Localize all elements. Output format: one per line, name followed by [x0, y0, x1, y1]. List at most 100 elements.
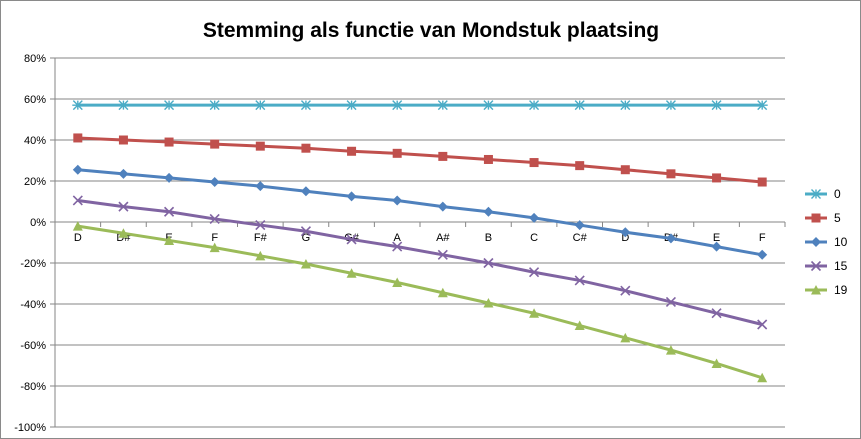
data-point	[347, 146, 357, 156]
legend-label: 0	[834, 187, 841, 201]
data-point	[528, 100, 540, 111]
y-tick-label: -40%	[20, 299, 46, 311]
data-point	[301, 143, 311, 153]
data-point	[346, 234, 357, 245]
data-point	[164, 172, 175, 183]
data-point	[72, 195, 83, 206]
data-point	[391, 100, 403, 111]
data-point	[666, 169, 676, 179]
data-point	[483, 297, 494, 308]
legend-label: 5	[834, 211, 841, 225]
legend-label: 15	[834, 259, 848, 273]
data-point	[392, 277, 403, 287]
data-point	[529, 158, 539, 168]
data-point	[575, 161, 585, 171]
data-point	[117, 100, 129, 111]
axes	[50, 57, 786, 428]
data-point	[210, 139, 220, 149]
x-tick-label: D	[621, 232, 629, 244]
x-tick-label: B	[485, 232, 492, 244]
y-tick-labels: 80% 60% 40% 20% 0% -20% -40% -60% -80% -100%	[14, 53, 46, 434]
data-point	[255, 181, 266, 192]
data-point	[529, 308, 540, 318]
data-point	[346, 268, 357, 278]
x-tick-label: A	[394, 232, 402, 244]
x-tick-label: G	[302, 232, 311, 244]
x-tick-label: C#	[573, 232, 588, 244]
data-point	[300, 100, 312, 111]
legend-entry: 0	[805, 187, 841, 201]
data-point	[665, 296, 677, 308]
series-10	[72, 164, 768, 260]
x-tick-label: F	[211, 232, 218, 244]
data-point	[300, 259, 311, 269]
data-point	[711, 308, 722, 319]
data-point	[757, 372, 768, 383]
data-point	[757, 319, 768, 330]
y-tick-label: -100%	[14, 422, 46, 434]
data-point	[574, 320, 585, 331]
series-line	[77, 168, 763, 257]
y-tick-label: 20%	[24, 176, 46, 188]
data-point	[529, 212, 540, 223]
data-point	[72, 100, 84, 111]
y-tick-label: -80%	[20, 381, 46, 393]
data-point	[392, 195, 403, 206]
data-point	[665, 345, 676, 355]
data-point	[756, 100, 768, 111]
data-point	[438, 151, 448, 161]
x-tick-label: A#	[436, 232, 450, 244]
data-point	[163, 100, 175, 111]
data-point	[528, 267, 540, 278]
legend: 0 5 10 15 19	[805, 187, 848, 297]
legend-entry: 19	[805, 283, 848, 297]
series-lines	[72, 100, 768, 383]
data-point	[437, 249, 448, 260]
data-point	[73, 133, 83, 143]
data-point	[665, 233, 676, 244]
data-point	[118, 201, 129, 212]
x-tick-label: F#	[254, 232, 268, 244]
data-point	[164, 137, 174, 147]
data-point	[392, 241, 403, 252]
x-tick-label: F	[759, 232, 766, 244]
data-point	[574, 100, 586, 111]
legend-marker	[811, 237, 821, 247]
data-point	[437, 100, 449, 111]
data-point	[164, 235, 175, 245]
legend-label: 10	[834, 235, 848, 249]
legend-label: 19	[834, 283, 848, 297]
data-point	[118, 135, 128, 145]
series-line	[77, 198, 763, 326]
data-point	[619, 100, 631, 111]
data-point	[209, 100, 221, 111]
legend-entry: 15	[805, 259, 848, 273]
legend-marker	[811, 285, 821, 295]
data-point	[346, 100, 358, 111]
chart-title: Stemming als functie van Mondstuk plaats…	[203, 19, 659, 42]
data-point	[209, 177, 220, 188]
data-point	[711, 241, 722, 252]
data-point	[300, 226, 312, 237]
data-point	[620, 332, 631, 343]
data-point	[254, 100, 266, 111]
data-point	[163, 206, 175, 217]
legend-entry: 5	[805, 211, 841, 225]
y-tick-label: 0%	[30, 217, 46, 229]
data-point	[255, 141, 265, 151]
data-point	[118, 168, 129, 179]
data-point	[483, 257, 494, 269]
data-point	[209, 242, 220, 253]
data-point	[255, 250, 266, 261]
data-point	[483, 206, 494, 217]
x-tick-label: C	[530, 232, 538, 244]
legend-marker	[811, 213, 821, 223]
data-point	[482, 100, 494, 111]
data-point	[620, 285, 631, 296]
data-point	[72, 221, 83, 231]
data-point	[255, 220, 266, 231]
data-point	[711, 100, 723, 111]
series-0	[72, 100, 768, 111]
